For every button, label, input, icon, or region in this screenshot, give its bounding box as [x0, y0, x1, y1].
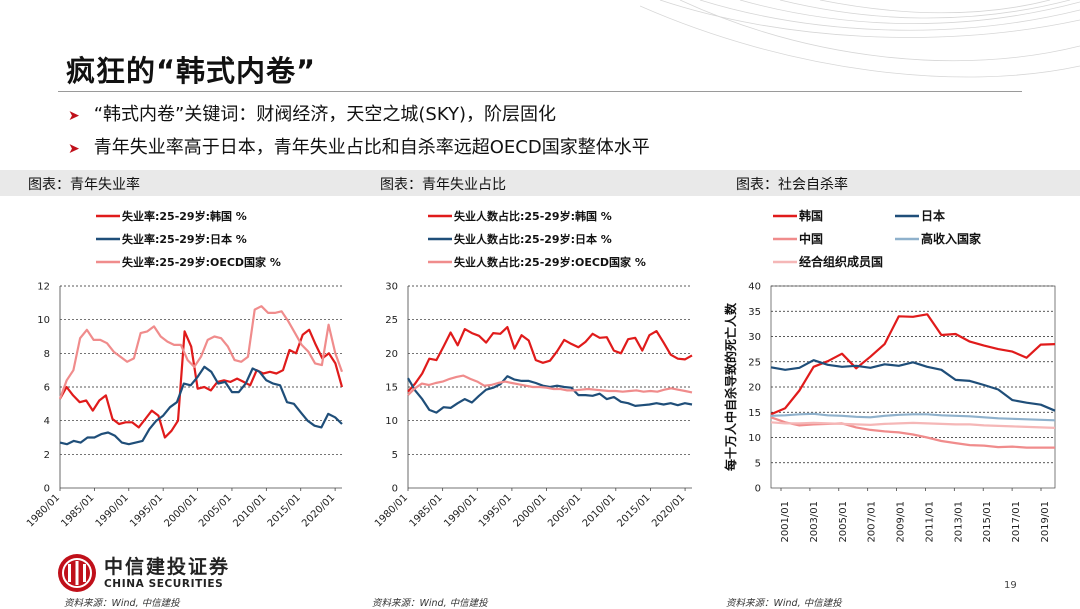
series-line: [770, 313, 1056, 416]
page-number: 19: [1004, 580, 1017, 591]
title-divider: [58, 91, 1022, 92]
x-tick-label: 1980/01: [373, 492, 410, 529]
chart-caption: 图表：青年失业占比: [380, 177, 506, 193]
bullet-item: ➤ “韩式内卷”关键词：财阀经济，天空之城(SKY)，阶层固化: [68, 100, 556, 126]
source-note: 资料来源：Wind, 中信建投: [726, 598, 842, 609]
source-note: 资料来源：Wind, 中信建投: [64, 598, 180, 609]
y-tick-label: 10: [748, 433, 761, 444]
legend-label: 中国: [799, 231, 823, 246]
legend-label: 失业率:25-29岁:OECD国家 %: [122, 255, 281, 269]
legend-label: 失业人数占比:25-29岁:OECD国家 %: [454, 255, 646, 269]
series-line: [58, 305, 344, 400]
y-tick-label: 5: [755, 458, 761, 469]
legend-label: 失业人数占比:25-29岁:日本 %: [454, 232, 612, 246]
y-tick-label: 0: [755, 484, 761, 495]
x-tick-label: 2020/01: [650, 492, 687, 529]
caption-band: [0, 170, 1080, 196]
legend-label: 日本: [921, 208, 945, 223]
x-tick-label: 2003/01: [809, 501, 820, 543]
y-tick-label: 20: [385, 349, 398, 360]
bullet-text: “韩式内卷”关键词：财阀经济，天空之城(SKY)，阶层固化: [93, 104, 557, 125]
y-tick-label: 35: [748, 307, 761, 318]
x-tick-label: 2001/01: [780, 501, 791, 543]
plot-frame: [770, 285, 1056, 489]
legend-label: 失业率:25-29岁:日本 %: [122, 232, 247, 246]
y-tick-label: 0: [392, 484, 398, 495]
x-tick-label: 2015/01: [982, 501, 993, 543]
y-tick-label: 0: [44, 484, 50, 495]
y-tick-label: 15: [385, 383, 398, 394]
x-tick-label: 2010/01: [581, 492, 618, 529]
y-tick-label: 10: [385, 416, 398, 427]
y-tick-label: 20: [748, 383, 761, 394]
x-tick-label: 2005/01: [838, 501, 849, 543]
logo-text-en: CHINA SECURITIES: [104, 578, 224, 590]
x-tick-label: 2020/01: [300, 492, 337, 529]
x-tick-label: 1995/01: [477, 492, 514, 529]
legend-label: 经合组织成员国: [799, 254, 883, 269]
x-tick-label: 2007/01: [867, 501, 878, 543]
y-tick-label: 12: [37, 282, 50, 293]
china-securities-logo-icon: [58, 554, 96, 592]
x-tick-label: 1990/01: [94, 492, 131, 529]
suicide-rate-chart: 0 5 10 15 20 25 30 35 40 2001/01 2003/01 2005/01 200…: [723, 208, 1056, 543]
youth-unemployment-share-chart: 0 5 10 15 20 25 30 1980/011985/011990/011995/01…: [373, 209, 693, 529]
y-tick-label: 25: [385, 315, 398, 326]
legend-label: 韩国: [799, 208, 823, 223]
y-tick-label: 25: [748, 357, 761, 368]
legend-label: 失业率:25-29岁:韩国 %: [122, 209, 247, 223]
x-tick-label: 2010/01: [231, 492, 268, 529]
y-tick-label: 40: [748, 282, 761, 293]
x-tick-label: 2005/01: [197, 492, 234, 529]
series-line: [59, 365, 343, 446]
x-tick-label: 1985/01: [408, 492, 445, 529]
y-tick-label: 10: [37, 315, 50, 326]
y-tick-label: 15: [748, 408, 761, 419]
series-line: [770, 359, 1056, 412]
x-tick-label: 2009/01: [896, 501, 907, 543]
x-tick-label: 1990/01: [442, 492, 479, 529]
x-tick-label: 2000/01: [163, 492, 200, 529]
x-tick-label: 2011/01: [924, 501, 935, 543]
legend-label: 失业人数占比:25-29岁:韩国 %: [454, 209, 612, 223]
x-tick-label: 2015/01: [266, 492, 303, 529]
x-tick-label: 1980/01: [25, 492, 62, 529]
series-line: [407, 326, 693, 393]
slide-title: 疯狂的“韩式内卷”: [66, 54, 317, 88]
arrow-bullet-icon: ➤: [68, 108, 80, 124]
y-tick-label: 30: [385, 282, 398, 293]
chart-caption: 图表：青年失业率: [28, 177, 140, 193]
series-line: [407, 375, 693, 414]
y-axis-label: 每十万人中自杀导致的死亡人数: [723, 302, 738, 471]
series-line: [407, 374, 693, 396]
x-tick-label: 1995/01: [128, 492, 165, 529]
x-tick-label: 2019/01: [1040, 501, 1051, 543]
x-tick-label: 2015/01: [615, 492, 652, 529]
series-line: [770, 416, 1055, 449]
logo-text-cn: 中信建投证券: [104, 556, 231, 578]
y-tick-label: 5: [392, 450, 398, 461]
bullet-item: ➤ 青年失业率高于日本，青年失业占比和自杀率远超OECD国家整体水平: [68, 133, 650, 159]
y-tick-label: 8: [44, 349, 50, 360]
y-tick-label: 4: [44, 416, 50, 427]
bullet-text: 青年失业率高于日本，青年失业占比和自杀率远超OECD国家整体水平: [93, 137, 650, 158]
chart-caption: 图表：社会自杀率: [736, 177, 848, 193]
youth-unemployment-rate-chart: 0246810121980/011985/011990/011995/01200…: [25, 209, 344, 529]
series-line: [770, 421, 1056, 429]
legend-label: 高收入国家: [921, 231, 982, 246]
y-tick-label: 30: [748, 332, 761, 343]
series-line: [770, 412, 1056, 422]
x-tick-label: 2005/01: [546, 492, 583, 529]
x-tick-label: 2013/01: [953, 501, 964, 543]
corner-decoration: [640, 0, 1080, 78]
y-tick-label: 6: [44, 383, 50, 394]
y-tick-label: 2: [44, 450, 50, 461]
x-tick-label: 2017/01: [1011, 501, 1022, 543]
x-tick-label: 2000/01: [512, 492, 549, 529]
x-tick-label: 1985/01: [59, 492, 96, 529]
arrow-bullet-icon: ➤: [68, 141, 80, 157]
source-note: 资料来源：Wind, 中信建投: [372, 598, 488, 609]
series-line: [59, 328, 344, 439]
